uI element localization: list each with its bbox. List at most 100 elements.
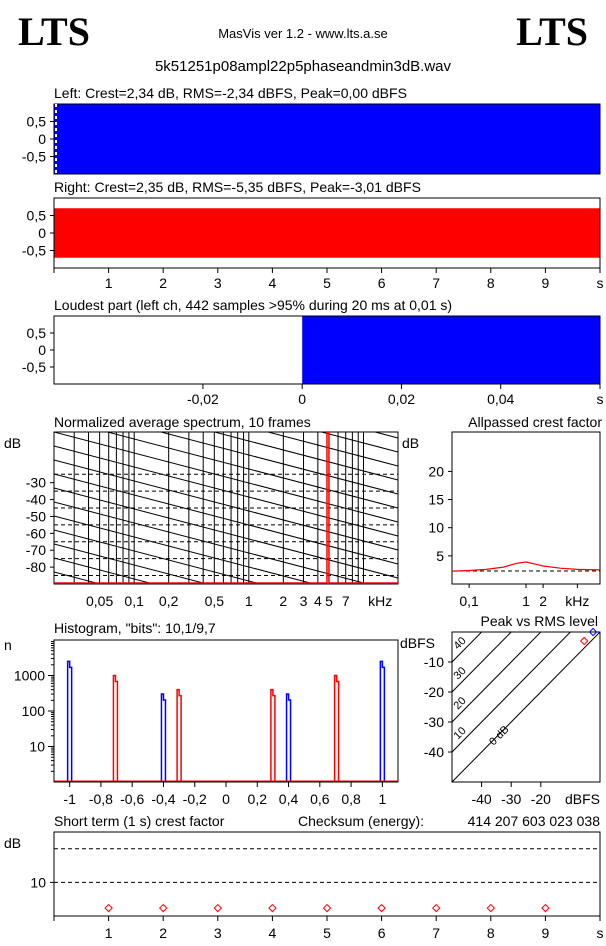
spectrum-ylabel: dB [4,435,21,451]
shortterm-point [104,903,113,913]
loudest-fill [302,316,600,384]
histogram-bar [333,674,340,781]
peakrms-diagonal-label: 0 dB [487,724,511,748]
spectrum-ylabel-right: dB [402,435,419,451]
allpass-xtick-label: 1 [522,593,530,609]
shortterm-ylabel: dB [4,835,21,851]
spectrum-slope-line [54,557,156,584]
peakrms-diagonals [452,632,600,782]
histogram-bar [160,693,167,781]
histogram-bar [379,660,386,781]
shortterm-xtick-label: 5 [323,925,331,941]
time-xtick-label: 7 [432,275,440,291]
time-xtick-label: s [597,275,604,291]
allpass-xtick-label: 2 [539,593,547,609]
shortterm-point [431,903,441,913]
peakrms-title: Peak vs RMS level [481,613,598,629]
histogram-ytick-label: 100 [22,703,46,719]
peakrms-xlabel: dBFS [565,791,600,807]
histogram-title: Histogram, "bits": 10,1/9,7 [54,620,216,636]
shortterm-xtick-label: 6 [378,925,386,941]
spectrum-slopes [54,432,398,732]
spectrum-slope-line [54,529,263,584]
time-xtick-label: 8 [487,275,495,291]
time-xtick-label: 3 [214,275,222,291]
shortterm-point [268,903,277,913]
histogram-xtick-label: 0,4 [279,791,299,807]
time-xtick-label: 1 [105,275,113,291]
histogram-xtick-label: 1 [378,791,386,807]
spectrum-xtick-label: 5 [325,593,333,609]
left-waveform-ytick-label: 0 [38,131,46,147]
histogram-ylabel: n [4,637,12,653]
shortterm-xtick-label: 3 [214,925,222,941]
right-waveform-ytick-label: 0,5 [27,208,47,224]
spectrum-slope-line [159,432,398,495]
right-waveform-ytick-label: 0 [38,225,46,241]
shortterm-xtick-label: 1 [105,925,113,941]
allpass-xtick-label: kHz [565,593,589,609]
histogram-ytick-label: 10 [29,739,45,755]
peakrms-point [579,636,589,646]
spectrum-slope-line [54,642,398,732]
shortterm-point [541,903,550,913]
shortterm-xtick-label: 7 [432,925,440,941]
shortterm-xtick-label: 2 [159,925,167,941]
checksum-value: 414 207 603 023 038 [468,813,601,829]
loudest-xtick-label: 0,04 [487,391,514,407]
peakrms-ytick-label: -10 [424,654,444,670]
time-xtick-label: 4 [269,275,277,291]
spectrum-slope-line [54,600,398,690]
spectrum-slope-line [54,515,316,584]
spectrum-slope-line [105,432,398,509]
peakrms-diagonal-line [452,632,600,782]
histogram-xtick-label: -0,6 [120,791,144,807]
shortterm-point [486,903,496,913]
spectrum-series-line [54,431,398,584]
loudest-xtick-label: 0 [298,391,306,407]
left-waveform-title: Left: Crest=2,34 dB, RMS=-2,34 dBFS, Pea… [54,85,407,101]
peakrms-diagonal-label: 30 [452,665,469,682]
shortterm-point [213,903,223,913]
shortterm-xtick-label: 8 [487,925,495,941]
loudest-xtick-label: -0,02 [187,391,219,407]
spectrum-frame [53,431,399,585]
spectrum-xtick-label: 0,05 [86,593,113,609]
allpass-xtick-label: 0,1 [459,593,479,609]
spectrum-xtick-label: 4 [314,593,322,609]
logo-right: LTS [516,9,588,54]
peakrms-diagonal-label: 10 [452,725,469,742]
peakrms-xtick-label: -30 [501,791,521,807]
allpass-ytick-label: 10 [428,520,444,536]
spectrum-slope-line [54,628,398,718]
left-waveform-ytick-label: -0,5 [22,149,46,165]
spectrum-slope-line [54,571,102,584]
peakrms-diagonal-label: 40 [452,635,469,652]
shortterm-xtick-label: 4 [269,925,277,941]
spectrum-xtick-label: 0,1 [124,593,144,609]
histogram-bar [66,660,73,781]
loudest-ytick-label: 0 [38,342,46,358]
peakrms-diagonal-label: 20 [452,695,469,712]
shortterm-title: Short term (1 s) crest factor [54,813,225,829]
histogram-xtick-label: 0,2 [248,791,268,807]
allpass-ytick-label: 5 [436,548,444,564]
spectrum-xtick-label: 2 [279,593,287,609]
shortterm-xtick-label: 9 [542,925,550,941]
peakrms-ytick-label: -30 [424,714,444,730]
spectrum-ytick-label: -30 [26,475,46,491]
spectrum-ytick-label: -50 [26,508,46,524]
time-xtick-label: 2 [159,275,167,291]
right-waveform-title: Right: Crest=2,35 dB, RMS=-5,35 dBFS, Pe… [54,179,421,195]
logo-left: LTS [18,9,90,54]
file-name: 5k51251p08ampl22p5phaseandmin3dB.wav [154,58,452,75]
histogram-bar [112,674,119,781]
histogram-ytick-label: 1000 [14,668,45,684]
spectrum-slope-line [54,543,209,584]
peakrms-frame [451,631,601,783]
spectrum-xtick-label: 3 [300,593,308,609]
peakrms-diagonal-line [452,632,512,693]
spectrum-xtick-label: 0,5 [205,593,225,609]
spectrum-slope-line [54,459,398,551]
